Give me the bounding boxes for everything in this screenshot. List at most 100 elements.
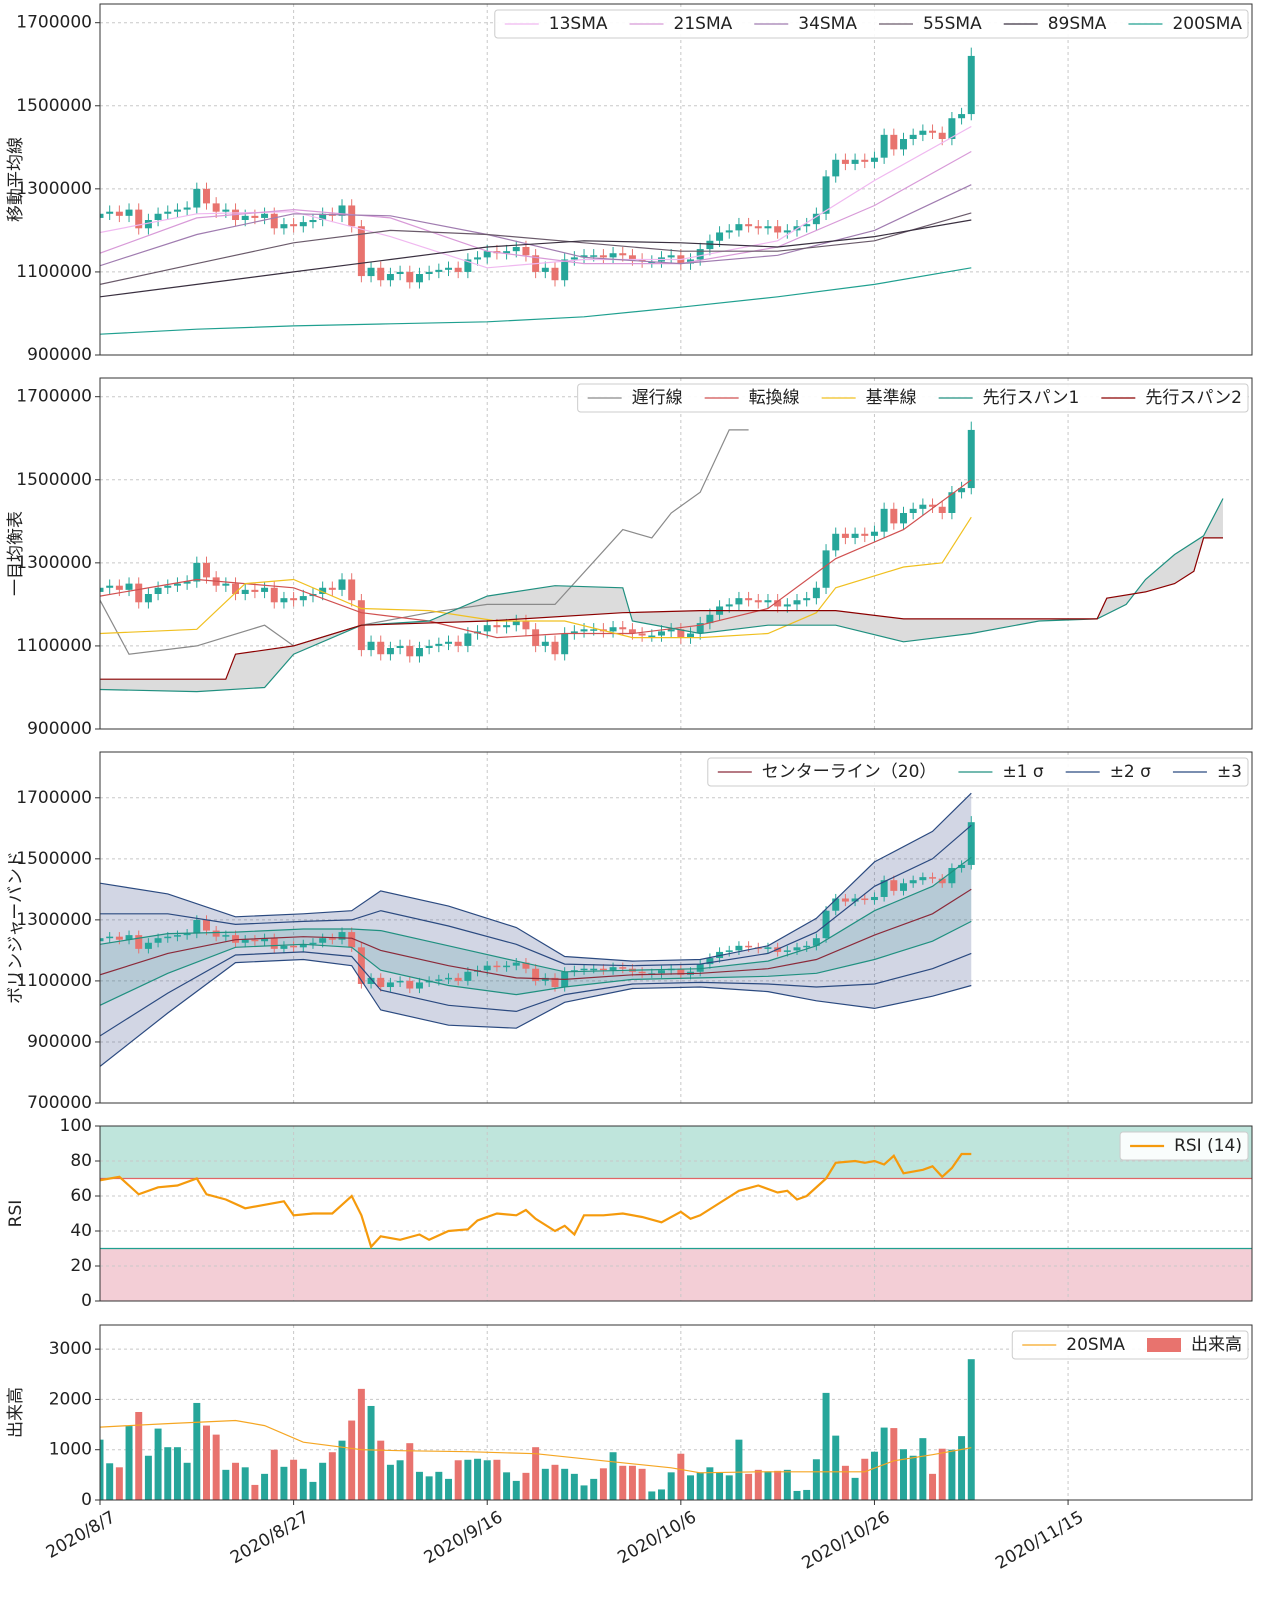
volume-bar — [532, 1447, 540, 1500]
candle-body — [251, 589, 259, 592]
candle-body — [241, 215, 249, 220]
candle-body — [270, 938, 278, 949]
y-tick-label: 2000 — [49, 1389, 92, 1409]
candle-body — [445, 977, 452, 980]
y-tick-label: 80 — [70, 1151, 92, 1171]
candle-body — [503, 251, 511, 254]
candle-body — [445, 641, 452, 644]
y-tick-label: 20 — [70, 1256, 92, 1276]
volume-bar — [851, 1477, 859, 1500]
candle-body — [154, 938, 162, 943]
volume-bar — [677, 1453, 685, 1500]
plot-frame — [99, 1324, 1253, 1501]
candle-body — [425, 645, 433, 648]
volume-bar — [164, 1447, 172, 1500]
candle-body — [822, 176, 830, 214]
candle-body — [841, 159, 849, 164]
candle-body — [938, 878, 946, 884]
candle-body — [328, 938, 336, 940]
band-upper — [100, 856, 972, 973]
volume-bar — [638, 1468, 646, 1500]
candle-body — [512, 247, 520, 252]
volume-bar — [309, 1481, 317, 1500]
candle-body — [909, 134, 917, 139]
line — [100, 537, 1223, 680]
volume-bar — [251, 1484, 259, 1500]
volume-bar — [406, 1443, 414, 1500]
volume-bar — [493, 1459, 501, 1500]
candle-body — [106, 585, 114, 588]
candle-body — [716, 232, 724, 241]
x-tick-label: 2020/8/7 — [43, 1507, 119, 1563]
volume-bar — [290, 1459, 298, 1500]
candle-body — [880, 880, 888, 897]
candle-body — [609, 253, 617, 258]
volume-bar — [154, 1428, 162, 1500]
volume-bar — [203, 1425, 210, 1500]
candle-body — [386, 648, 394, 655]
candle-body — [164, 211, 172, 214]
candle-body — [338, 932, 346, 940]
volume-bar — [609, 1452, 617, 1500]
candle-body — [870, 531, 878, 536]
plot-area — [100, 752, 1252, 1103]
candle-body — [580, 629, 588, 632]
candle-body — [609, 627, 617, 632]
candle-body — [880, 508, 888, 532]
candle-body — [115, 211, 123, 216]
volume-bar — [454, 1460, 462, 1500]
y-tick-label: 1000 — [49, 1440, 92, 1460]
candle-body — [890, 880, 898, 891]
candle-body — [203, 188, 210, 204]
band-fill — [100, 857, 972, 1006]
candle-body — [803, 945, 811, 948]
candle-body — [909, 508, 917, 513]
volume-bar — [512, 1480, 520, 1500]
candle-body — [967, 55, 975, 115]
candle-body — [261, 213, 269, 218]
volume-bar — [367, 1405, 375, 1500]
candle-body — [435, 643, 443, 646]
volume-bar — [125, 1426, 133, 1500]
candle-body — [290, 224, 298, 227]
candle-body — [696, 623, 704, 634]
candle-body — [474, 257, 482, 260]
candle-body — [348, 932, 356, 948]
volume-bar — [435, 1471, 443, 1500]
plot-area — [100, 4, 1252, 355]
volume-bar — [106, 1463, 114, 1500]
candle-body — [135, 935, 143, 949]
candle-body — [144, 594, 152, 603]
volume-bar — [464, 1459, 472, 1500]
candle-body — [570, 631, 578, 634]
candle-body — [396, 980, 404, 983]
candle-body — [415, 648, 423, 657]
oversold-zone — [100, 1248, 1252, 1301]
candle-body — [725, 950, 733, 952]
y-tick-label: 1300000 — [16, 179, 92, 199]
legend-label: 55SMA — [923, 14, 982, 34]
candle-body — [938, 132, 946, 139]
legend-label: 13SMA — [549, 14, 608, 34]
y-tick-label: 900000 — [27, 719, 92, 739]
legend-label: RSI (14) — [1174, 1136, 1242, 1156]
candle-body — [551, 641, 559, 655]
candle-body — [454, 977, 462, 981]
candle-body — [483, 625, 491, 632]
candle-body — [725, 230, 733, 233]
candle-body — [270, 213, 278, 229]
volume-bar — [590, 1478, 598, 1500]
candle-body — [100, 587, 104, 592]
volume-bar — [725, 1475, 733, 1500]
candle-body — [377, 267, 385, 281]
volume-bar — [522, 1472, 530, 1500]
candle-body — [503, 625, 511, 628]
volume-bar — [280, 1466, 288, 1500]
volume-bar — [648, 1491, 656, 1500]
candle-body — [367, 977, 375, 984]
candle-body — [764, 947, 772, 949]
candle-body — [222, 935, 230, 937]
plot-area — [100, 1126, 1252, 1301]
candle-body — [173, 935, 181, 937]
volume-bar — [348, 1420, 356, 1500]
